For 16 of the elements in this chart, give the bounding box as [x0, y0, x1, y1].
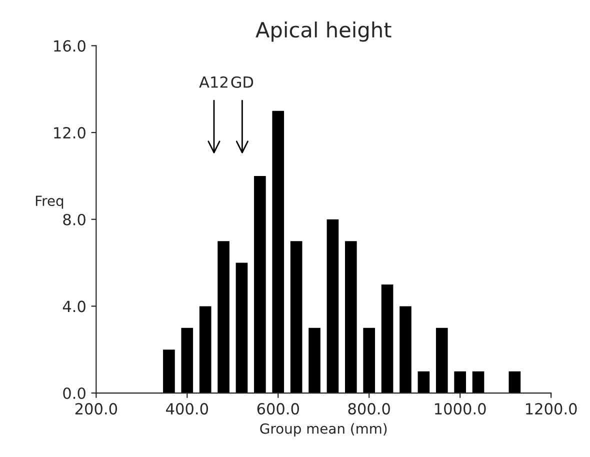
x-tick-label: 400.0	[166, 403, 208, 415]
annotation: GD	[231, 76, 254, 88]
y-tick-label: 4.0	[62, 300, 86, 312]
x-tick-label: 600.0	[257, 403, 299, 415]
annotation: A12	[199, 76, 228, 88]
y-axis-title: Freq	[36, 196, 64, 209]
x-axis-title: Group mean (mm)	[260, 423, 387, 437]
x-tick-label: 800.0	[348, 403, 390, 415]
x-tick-label: 200.0	[75, 403, 118, 415]
y-tick-label: 16.0	[54, 40, 86, 52]
chart-title: Apical height	[256, 22, 392, 42]
y-tick-label: 12.0	[54, 126, 86, 139]
x-tick-label: 1000.0	[435, 403, 486, 415]
x-tick-label: 1200.0	[526, 403, 577, 415]
y-tick-label: 0.0	[63, 387, 86, 400]
y-tick-label: 8.0	[63, 214, 86, 226]
